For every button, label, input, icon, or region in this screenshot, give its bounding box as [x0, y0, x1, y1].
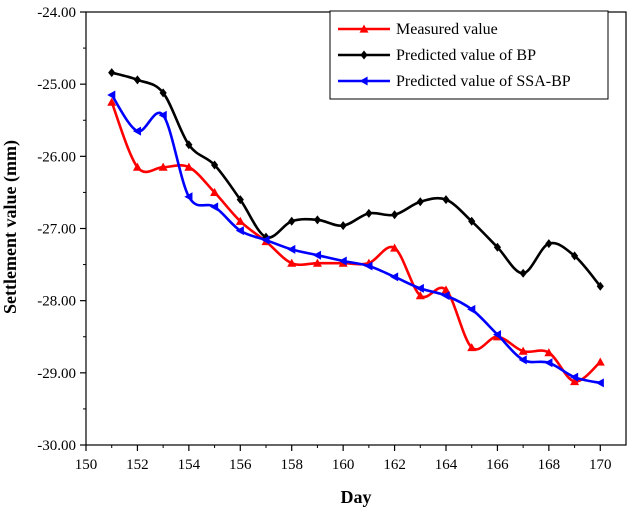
data-point-marker [518, 346, 528, 355]
x-axis-title: Day [341, 487, 372, 507]
data-point-marker [544, 348, 554, 357]
y-tick-label: -29.00 [37, 366, 76, 382]
data-point-marker [415, 291, 425, 300]
y-tick-label: -24.00 [37, 5, 76, 21]
y-tick-label: -30.00 [37, 438, 76, 454]
data-point-marker [133, 75, 142, 85]
data-point-marker [132, 126, 142, 136]
x-tick-label: 166 [486, 457, 509, 473]
data-point-marker [545, 239, 553, 249]
x-axis: 150 152 154 156 158 160 162 164 166 168 170 [75, 445, 612, 473]
y-tick-label: -28.00 [37, 294, 76, 310]
data-point-marker [236, 195, 244, 205]
data-point-marker [287, 258, 297, 267]
x-tick-label: 156 [229, 457, 252, 473]
legend: Measured value Predicted value of BP Predi… [329, 10, 609, 100]
data-point-marker [492, 330, 502, 340]
data-point-marker [158, 110, 167, 120]
data-point-marker [596, 281, 604, 291]
legend-label: Predicted value of SSA-BP [396, 73, 571, 90]
data-point-marker [390, 272, 399, 282]
data-point-marker [359, 76, 368, 86]
data-point-marker [390, 243, 400, 252]
y-axis-title: Settlement value (mm) [0, 140, 21, 314]
legend-label: Measured value [396, 21, 498, 38]
y-tick-label: -26.00 [37, 149, 76, 165]
data-point-marker [441, 291, 450, 301]
data-point-marker [390, 210, 399, 220]
x-tick-label: 168 [538, 457, 561, 473]
series-predicted-value-of-ssa-bp [107, 90, 604, 388]
data-point-marker [364, 261, 373, 271]
data-point-marker [107, 90, 116, 100]
data-point-marker [519, 268, 527, 278]
series-layer [107, 68, 605, 388]
y-tick-label: -27.00 [37, 222, 76, 238]
data-point-marker [235, 226, 244, 236]
legend-label: Predicted value of BP [396, 47, 536, 64]
data-point-marker [312, 258, 322, 267]
data-point-marker [185, 140, 193, 150]
x-tick-label: 154 [178, 457, 201, 473]
data-point-marker [313, 215, 322, 225]
data-point-marker [595, 357, 605, 366]
data-point-marker [312, 250, 322, 260]
data-point-marker [107, 97, 117, 106]
data-point-marker [544, 358, 553, 368]
y-axis: -24.00 -25.00 -26.00 -27.00 -28.00 -29.00 -30.… [37, 5, 86, 454]
data-point-marker [159, 88, 167, 98]
data-point-marker [339, 221, 347, 231]
series-predicted-value-of-bp [108, 68, 604, 291]
x-tick-label: 152 [126, 457, 149, 473]
data-point-marker [184, 162, 194, 171]
data-point-marker [108, 68, 116, 78]
data-point-marker [359, 24, 369, 33]
data-point-marker [132, 162, 142, 171]
data-point-marker [493, 242, 502, 252]
x-tick-label: 162 [383, 457, 406, 473]
x-tick-label: 170 [589, 457, 612, 473]
x-tick-label: 164 [435, 457, 458, 473]
data-point-marker [184, 192, 193, 202]
data-point-marker [442, 195, 450, 205]
data-point-marker [235, 216, 245, 225]
data-point-marker [441, 285, 451, 294]
y-tick-label: -25.00 [37, 77, 76, 93]
data-point-marker [338, 256, 347, 266]
legend-entry: Predicted value of SSA-BP [338, 73, 571, 90]
x-tick-label: 150 [75, 457, 98, 473]
x-tick-label: 160 [332, 457, 355, 473]
data-point-marker [570, 376, 580, 386]
data-point-marker [287, 244, 296, 254]
data-point-marker [210, 202, 219, 212]
legend-entry: Predicted value of BP [338, 47, 536, 64]
data-point-marker [158, 162, 168, 171]
x-tick-label: 158 [280, 457, 303, 473]
data-point-marker [468, 216, 476, 226]
legend-entry: Measured value [338, 21, 498, 38]
data-point-marker [467, 304, 476, 314]
data-point-marker [595, 378, 604, 388]
data-point-marker [416, 197, 424, 207]
data-point-marker [365, 208, 373, 218]
data-point-marker [570, 251, 579, 261]
data-point-marker [415, 283, 424, 293]
data-point-marker [210, 187, 220, 197]
data-point-marker [467, 343, 477, 352]
data-point-marker [518, 355, 527, 365]
data-point-marker [360, 50, 368, 60]
data-point-marker [288, 216, 296, 226]
data-point-marker [210, 160, 219, 170]
data-point-marker [261, 235, 270, 245]
data-point-marker [570, 372, 579, 382]
